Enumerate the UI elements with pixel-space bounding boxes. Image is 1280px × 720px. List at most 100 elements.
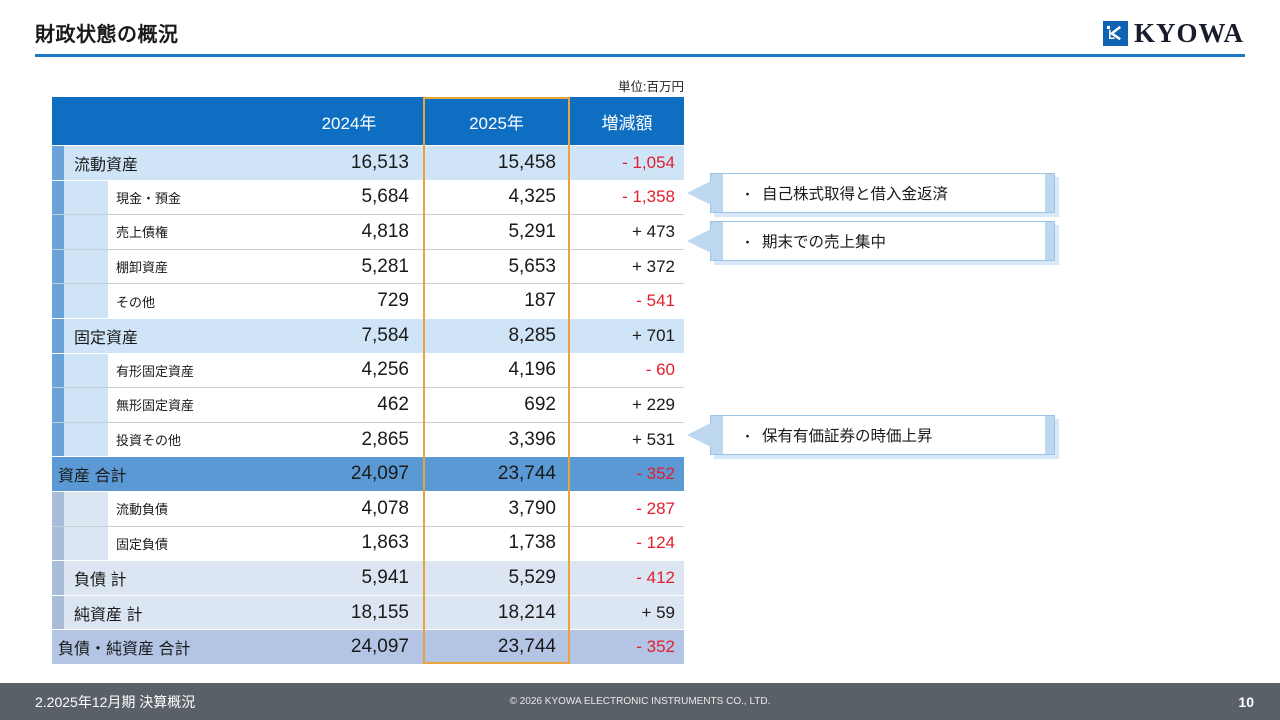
column-header-diff: 増減額	[601, 113, 653, 133]
balance-sheet-table: 2024年 2025年 増減額 流動資産 16,513 15,458 - 1,054 現…	[52, 97, 684, 664]
row-label: その他	[116, 294, 156, 310]
value-2025: 3,396	[508, 428, 556, 450]
value-2024: 462	[377, 393, 409, 415]
callout-arrow-icon	[687, 423, 711, 447]
value-2025: 4,325	[508, 186, 556, 208]
value-2024: 4,078	[361, 497, 409, 519]
table-row: 流動資産 16,513 15,458 - 1,054	[52, 145, 684, 180]
callout-arrow-icon	[687, 181, 711, 205]
value-diff: + 59	[641, 602, 675, 622]
value-2025: 187	[524, 290, 556, 312]
indent-bar-sub	[64, 422, 108, 457]
table-row: 固定資産 7,584 8,285 + 701	[52, 317, 684, 353]
value-2024: 4,818	[361, 220, 409, 242]
kyowa-logo-icon	[1102, 21, 1128, 46]
table-row: その他 729 187 - 541	[52, 283, 684, 318]
indent-bar-assets	[52, 284, 64, 318]
callout-right-strip	[1045, 174, 1054, 212]
table-header-row: 2024年 2025年 増減額	[52, 97, 684, 145]
callout-left-strip	[711, 174, 723, 212]
row-label: 有形固定資産	[116, 363, 195, 379]
value-diff: - 1,358	[622, 187, 675, 207]
callout-bullet: ・	[741, 234, 755, 250]
company-logo: KYOWA	[1102, 18, 1244, 49]
indent-bar-assets	[52, 388, 64, 422]
indent-bar-assets	[52, 249, 64, 284]
page-title: 財政状態の概況	[35, 24, 179, 46]
column-header-2025: 2025年	[469, 113, 524, 133]
value-2025: 5,291	[508, 220, 556, 242]
row-label: 固定資産	[74, 329, 139, 347]
table-row: 無形固定資産 462 692 + 229	[52, 387, 684, 422]
value-2025: 4,196	[508, 359, 556, 381]
indent-bar-liabilities	[52, 491, 64, 526]
indent-bar-sub	[64, 215, 108, 249]
footer-copyright: © 2026 KYOWA ELECTRONIC INSTRUMENTS CO.,…	[509, 696, 771, 707]
table-row: 固定負債 1,863 1,738 - 124	[52, 525, 684, 561]
value-diff: + 372	[631, 256, 675, 276]
value-2025: 3,790	[508, 497, 556, 519]
row-label: 流動資産	[74, 156, 139, 174]
value-2024: 7,584	[361, 324, 409, 346]
value-2025: 15,458	[497, 151, 556, 173]
value-2024: 5,281	[361, 255, 409, 277]
table-row: 負債・純資産 合計 24,097 23,744 - 352	[52, 629, 684, 664]
annotation-callout: ・自己株式取得と借入金返済	[687, 173, 1055, 213]
value-2025: 23,744	[497, 463, 556, 485]
footer-page-number: 10	[1238, 693, 1254, 710]
row-label: 流動負債	[116, 502, 169, 518]
callout-left-strip	[711, 416, 723, 454]
indent-bar-sub	[64, 526, 108, 561]
indent-bar-assets	[52, 180, 64, 215]
indent-bar-assets	[52, 318, 64, 353]
value-diff: - 412	[636, 567, 675, 587]
value-2024: 2,865	[361, 428, 409, 450]
value-2025: 23,744	[497, 636, 556, 658]
table-row: 現金・預金 5,684 4,325 - 1,358	[52, 179, 684, 215]
row-label: 純資産 計	[74, 606, 143, 624]
indent-bar-assets	[52, 422, 64, 457]
value-diff: + 473	[631, 221, 675, 241]
footer-section-title: 2.2025年12月期 決算概況	[35, 693, 196, 710]
value-2024: 5,941	[361, 566, 409, 588]
indent-bar-sub	[64, 180, 108, 215]
indent-bar-sub	[64, 249, 108, 284]
value-2024: 24,097	[350, 636, 409, 658]
table-row: 有形固定資産 4,256 4,196 - 60	[52, 352, 684, 388]
table-row: 棚卸資産 5,281 5,653 + 372	[52, 248, 684, 284]
row-label: 投資その他	[116, 433, 182, 449]
unit-label: 単位:百万円	[618, 80, 684, 94]
value-2025: 692	[524, 393, 556, 415]
value-2025: 8,285	[508, 324, 556, 346]
value-diff: - 352	[636, 464, 675, 484]
row-label: 売上債権	[116, 225, 169, 241]
table-row: 投資その他 2,865 3,396 + 531	[52, 421, 684, 457]
value-diff: + 531	[631, 429, 675, 449]
logo-wordmark: KYOWA	[1133, 18, 1244, 48]
row-label: 棚卸資産	[116, 260, 169, 276]
value-diff: - 1,054	[622, 152, 675, 172]
value-diff: - 60	[645, 360, 675, 380]
annotation-callout: ・保有有価証券の時価上昇	[687, 415, 1055, 455]
row-label: 固定負債	[116, 536, 169, 552]
callout-text: 保有有価証券の時価上昇	[762, 428, 933, 445]
callout-right-strip	[1045, 416, 1054, 454]
row-label: 資産 合計	[58, 468, 127, 486]
value-diff: - 124	[636, 533, 675, 553]
row-label: 現金・預金	[116, 190, 182, 206]
value-2025: 5,653	[508, 255, 556, 277]
table-row: 資産 合計 24,097 23,744 - 352	[52, 456, 684, 491]
row-label: 無形固定資産	[116, 398, 195, 414]
value-2024: 18,155	[350, 601, 409, 623]
value-diff: - 287	[636, 498, 675, 518]
indent-bar-sub	[64, 491, 108, 526]
indent-bar-liabilities	[52, 526, 64, 561]
indent-bar-sub	[64, 353, 108, 388]
footer-bar: 2.2025年12月期 決算概況 © 2026 KYOWA ELECTRONIC…	[0, 683, 1280, 720]
callout-right-strip	[1045, 222, 1054, 260]
value-2025: 1,738	[508, 532, 556, 554]
value-2024: 24,097	[350, 463, 409, 485]
indent-bar-assets	[52, 353, 64, 388]
callout-text: 自己株式取得と借入金返済	[762, 186, 949, 203]
